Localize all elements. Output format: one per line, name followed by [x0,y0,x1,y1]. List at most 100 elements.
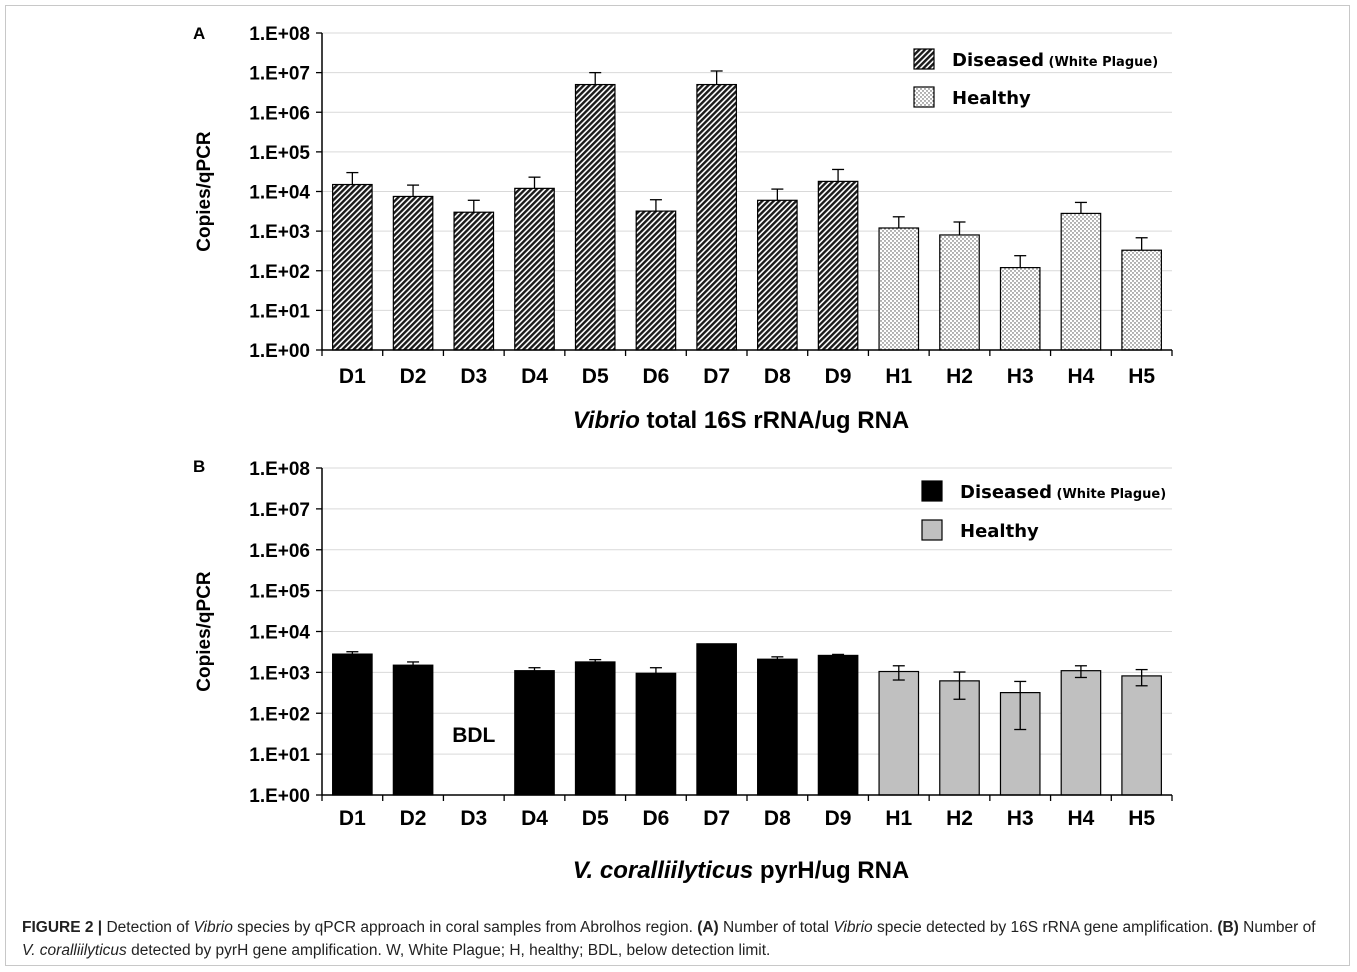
caption-text-3: Number of total [718,919,834,936]
panel-b-y-axis-title: Copies/qPCR [194,571,215,692]
panel-b-bar-d1 [332,653,373,796]
panel-a-x-tick-label-h4: H4 [1067,365,1094,388]
panel-b-x-tick-label-d2: D2 [400,807,427,830]
panel-a-legend-label-healthy: Healthy [952,88,1031,109]
figure-caption: FIGURE 2 | Detection of Vibrio species b… [22,916,1332,962]
panel-a-x-axis-title-italic: Vibrio [573,407,640,434]
panel-a-y-tick-label: 1.E+05 [249,143,310,164]
panel-b-legend-name-healthy: Healthy [960,521,1039,542]
panel-b-x-tick-label-h3: H3 [1007,807,1034,830]
panel-b-y-tick-label: 1.E+04 [249,623,310,644]
panel-b-y-tick-label: 1.E+00 [249,786,310,807]
panel-b-bar-d9 [817,654,859,796]
panel-a-legend-name-diseased: Diseased [952,50,1044,71]
panel-a-x-tick-label-d2: D2 [400,365,427,388]
caption-bold-b: (B) [1217,919,1239,936]
panel-a-label: A [193,24,205,43]
panel-b-x-tick-label-d8: D8 [764,807,791,830]
panel-b-y-tick-label: 1.E+02 [249,704,310,725]
panel-b-x-axis-title: V. coralliilyticus pyrH/ug RNA [573,857,910,884]
panel-a-y-tick-label: 1.E+02 [249,262,310,283]
panel-a-x-tick-label-h2: H2 [946,365,973,388]
panel-a-y-tick-label: 1.E+03 [249,222,310,243]
panel-b-bar-d4 [514,670,555,796]
panel-b-bar-d6 [635,672,677,796]
panel-b-legend-label-diseased: Diseased (White Plague) [960,482,1166,503]
panel-a-x-axis-title-rest: total 16S rRNA/ug RNA [640,407,909,434]
panel-b-y-tick-label: 1.E+05 [249,582,310,603]
panel-b-x-tick-label-h1: H1 [885,807,912,830]
panel-b-x-tick-label-d3: D3 [460,807,487,830]
panel-b-legend-swatch-healthy [921,519,943,541]
panel-a-x-tick-label-d6: D6 [642,365,669,388]
panel-a-bar-d3 [453,211,495,351]
panel-b-x-tick-label-d9: D9 [825,807,852,830]
panel-a-legend-suffix: (White Plague) [1044,55,1158,70]
panel-a-x-axis-title: Vibrio total 16S rRNA/ug RNA [573,407,909,434]
panel-a-y-axis-title: Copies/qPCR [194,131,215,252]
panel-a-bar-d1 [332,183,373,351]
panel-b-x-axis-title-italic: V. coralliilyticus [573,857,754,884]
panel-b-y-tick-label: 1.E+06 [249,541,310,562]
panel-a-bar-d2 [392,195,434,351]
panel-b-x-tick-label-d1: D1 [339,807,366,830]
panel-a-x-tick-label-h3: H3 [1007,365,1034,388]
panel-a-bar-d8 [757,199,798,351]
panel-a-x-tick-label-d4: D4 [521,365,548,388]
panel-b-legend-name-diseased: Diseased [960,482,1052,503]
panel-a-bar-h4 [1060,212,1102,351]
caption-label: FIGURE 2 | [22,919,103,936]
panel-b-y-tick-label: 1.E+07 [249,500,310,521]
caption-text-6: detected by pyrH gene amplification. W, … [126,942,771,959]
panel-a-bar-d9 [817,180,859,351]
panel-b-x-tick-label-d4: D4 [521,807,548,830]
panel-a-bar-h3 [999,267,1041,351]
panel-b-bar-d7 [696,643,737,796]
panel-a-x-tick-label-d3: D3 [460,365,487,388]
caption-italic-2: Vibrio [833,919,873,936]
caption-italic-1: Vibrio [193,919,233,936]
caption-text-4: specie detected by 16S rRNA gene amplifi… [872,919,1218,936]
panel-b-y-tick-label: 1.E+08 [249,459,310,480]
panel-a-bar-h1 [878,227,920,351]
panel-a-x-tick-label-d5: D5 [582,365,609,388]
panel-b-bar-d2 [392,664,434,796]
panel-a-legend-label-diseased: Diseased (White Plague) [952,50,1158,71]
caption-bold-a: (A) [697,919,719,936]
panel-a-legend-swatch-healthy [913,86,935,108]
panel-a-x-tick-label-h5: H5 [1128,365,1155,388]
panel-b-bar-d5 [574,661,616,796]
panel-a-x-tick-label-d8: D8 [764,365,791,388]
panel-a-y-tick-label: 1.E+04 [249,183,310,204]
panel-a-legend-name-healthy: Healthy [952,88,1031,109]
caption-italic-3: V. coralliilyticus [22,942,127,959]
panel-a-bar-d5 [574,83,616,351]
panel-b-annotation-bdl: BDL [452,724,495,747]
panel-a-bar-d6 [635,210,677,351]
figure-frame [5,5,1350,966]
panel-a-bar-d7 [696,83,737,351]
panel-a-bar-d4 [514,187,555,351]
panel-a-x-tick-label-d9: D9 [825,365,852,388]
panel-b-x-tick-label-h4: H4 [1067,807,1094,830]
panel-b-y-tick-label: 1.E+03 [249,663,310,684]
caption-text-2: species by qPCR approach in coral sample… [232,919,698,936]
panel-a-bar-h5 [1121,249,1162,351]
panel-a-x-tick-label-d1: D1 [339,365,366,388]
panel-b-x-tick-label-h2: H2 [946,807,973,830]
panel-b-x-tick-label-d5: D5 [582,807,609,830]
panel-b-x-tick-label-h5: H5 [1128,807,1155,830]
panel-a-x-tick-label-d7: D7 [703,365,730,388]
panel-a-y-tick-label: 1.E+08 [249,24,310,45]
panel-b-y-tick-label: 1.E+01 [249,745,310,766]
panel-a-x-tick-label-h1: H1 [885,365,912,388]
panel-b-x-axis-title-rest: pyrH/ug RNA [753,857,909,884]
caption-text-5: Number of [1238,919,1316,936]
panel-b-x-tick-label-d6: D6 [642,807,669,830]
panel-b-bar-h5 [1121,675,1162,796]
panel-a-y-tick-label: 1.E+01 [249,301,310,322]
panel-b-legend-swatch-diseased [921,480,943,502]
panel-b-bar-h4 [1060,670,1102,796]
panel-b-label: B [193,457,205,476]
